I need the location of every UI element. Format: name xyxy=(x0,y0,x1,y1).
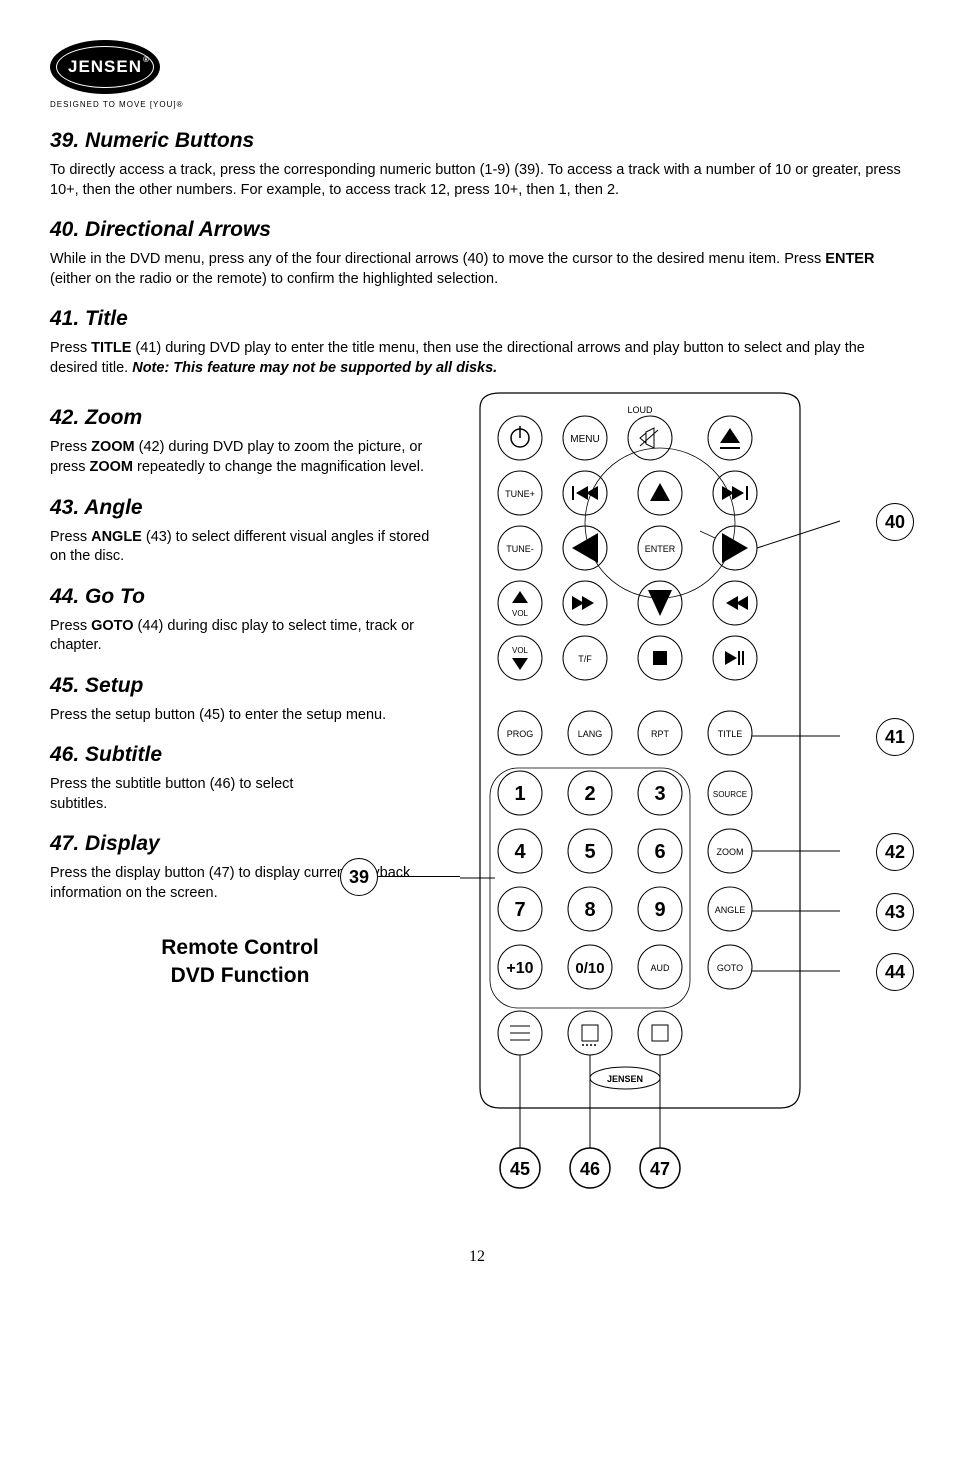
section-41-body: Press TITLE (41) during DVD play to ente… xyxy=(50,339,904,378)
section-39-body: To directly access a track, press the co… xyxy=(50,161,904,200)
s44-bold: GOTO xyxy=(91,618,133,634)
callout-44: 44 xyxy=(876,953,914,991)
goto-label: GOTO xyxy=(717,963,743,973)
section-46-title: 46. Subtitle xyxy=(50,743,430,767)
callout-47-label: 47 xyxy=(650,1159,670,1179)
callout-40: 40 xyxy=(876,503,914,541)
section-40-title: 40. Directional Arrows xyxy=(50,218,904,242)
btn-1: 1 xyxy=(514,783,525,805)
tf-label: T/F xyxy=(578,654,592,664)
section-46-body: Press the subtitle button (46) to select… xyxy=(50,775,310,814)
prog-label: PROG xyxy=(507,729,534,739)
angle-label: ANGLE xyxy=(715,905,746,915)
section-45-title: 45. Setup xyxy=(50,674,430,698)
s40-pre: While in the DVD menu, press any of the … xyxy=(50,251,825,267)
s41-pre: Press xyxy=(50,340,91,356)
section-43-title: 43. Angle xyxy=(50,496,430,520)
volup-label: VOL xyxy=(512,609,529,618)
page-number: 12 xyxy=(50,1248,904,1266)
btn-2: 2 xyxy=(584,783,595,805)
s41-note: Note: This feature may not be supported … xyxy=(132,360,497,376)
zoom-label: ZOOM xyxy=(717,847,744,857)
section-44-body: Press GOTO (44) during disc play to sele… xyxy=(50,617,430,656)
s42-b1: ZOOM xyxy=(91,439,135,455)
aud-label: AUD xyxy=(650,963,670,973)
btn-p10: +10 xyxy=(506,960,533,977)
s42-pre: Press xyxy=(50,439,91,455)
logo-tagline: DESIGNED TO MOVE [YOU]® xyxy=(50,100,904,109)
btn-7: 7 xyxy=(514,899,525,921)
section-43-body: Press ANGLE (43) to select different vis… xyxy=(50,528,430,567)
section-45-body: Press the setup button (45) to enter the… xyxy=(50,706,430,726)
menu-label: MENU xyxy=(570,434,599,445)
brand-logo: JENSEN DESIGNED TO MOVE [YOU]® xyxy=(50,40,904,109)
callout-41: 41 xyxy=(876,718,914,756)
callout-43-label: 43 xyxy=(885,902,905,923)
btn-9: 9 xyxy=(654,899,665,921)
source-label: SOURCE xyxy=(713,790,747,799)
lang-label: LANG xyxy=(578,729,603,739)
remote-control-title: Remote Control DVD Function xyxy=(50,934,430,991)
s41-bold: TITLE xyxy=(91,340,131,356)
btn-8: 8 xyxy=(584,899,595,921)
s40-post: (either on the radio or the remote) to c… xyxy=(50,271,498,287)
btn-3: 3 xyxy=(654,783,665,805)
callout-43: 43 xyxy=(876,893,914,931)
section-42-body: Press ZOOM (42) during DVD play to zoom … xyxy=(50,438,430,477)
section-47-title: 47. Display xyxy=(50,832,430,856)
tuneplus-label: TUNE+ xyxy=(505,489,535,499)
loud-label: LOUD xyxy=(627,405,653,415)
logo-text: JENSEN xyxy=(68,57,142,77)
s40-bold: ENTER xyxy=(825,251,874,267)
s43-bold: ANGLE xyxy=(91,529,142,545)
section-40-body: While in the DVD menu, press any of the … xyxy=(50,250,904,289)
enter-label: ENTER xyxy=(645,544,676,554)
s43-pre: Press xyxy=(50,529,91,545)
rpt-label: RPT xyxy=(651,729,670,739)
rc-title-l2: DVD Function xyxy=(171,964,310,987)
voldn-label: VOL xyxy=(512,646,529,655)
title-label: TITLE xyxy=(718,729,743,739)
section-42-title: 42. Zoom xyxy=(50,406,430,430)
section-44-title: 44. Go To xyxy=(50,585,430,609)
btn-4: 4 xyxy=(514,841,526,863)
s42-b2: ZOOM xyxy=(90,459,134,475)
callout-42-label: 42 xyxy=(885,842,905,863)
logo-oval: JENSEN xyxy=(50,40,160,94)
btn-z10: 0/10 xyxy=(575,960,604,977)
callout-39-line xyxy=(378,876,460,877)
tuneminus-label: TUNE- xyxy=(506,544,534,554)
section-41-title: 41. Title xyxy=(50,307,904,331)
s42-post: repeatedly to change the magnification l… xyxy=(133,459,424,475)
section-39-title: 39. Numeric Buttons xyxy=(50,129,904,153)
callout-44-label: 44 xyxy=(885,962,905,983)
callout-39-label: 39 xyxy=(349,867,369,888)
btn-6: 6 xyxy=(654,841,665,863)
rc-title-l1: Remote Control xyxy=(161,936,319,959)
callout-45-label: 45 xyxy=(510,1159,530,1179)
callout-46-label: 46 xyxy=(580,1159,600,1179)
remote-diagram: LOUD MENU TUNE+ TUNE- xyxy=(440,388,880,1218)
callout-42: 42 xyxy=(876,833,914,871)
callout-40-label: 40 xyxy=(885,512,905,533)
remote-brand: JENSEN xyxy=(607,1074,643,1084)
callout-41-label: 41 xyxy=(885,727,905,748)
btn-5: 5 xyxy=(584,841,595,863)
s44-pre: Press xyxy=(50,618,91,634)
